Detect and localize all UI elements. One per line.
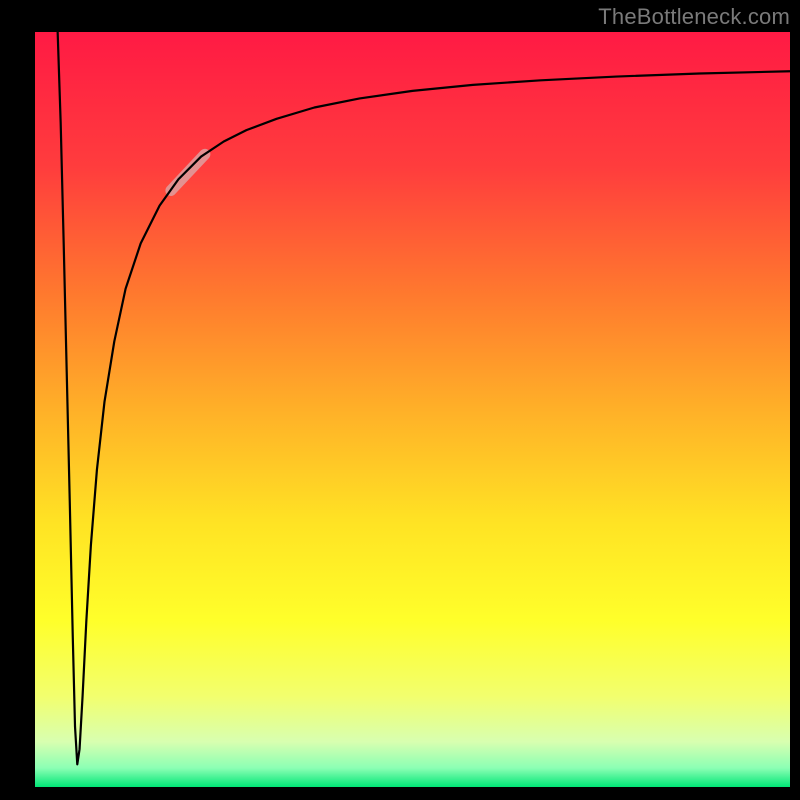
gradient-background xyxy=(35,32,790,787)
chart-container: { "watermark": { "text": "TheBottleneck.… xyxy=(0,0,800,800)
plot-area xyxy=(35,32,790,787)
watermark-text: TheBottleneck.com xyxy=(598,4,790,30)
gradient-chart xyxy=(35,32,790,787)
